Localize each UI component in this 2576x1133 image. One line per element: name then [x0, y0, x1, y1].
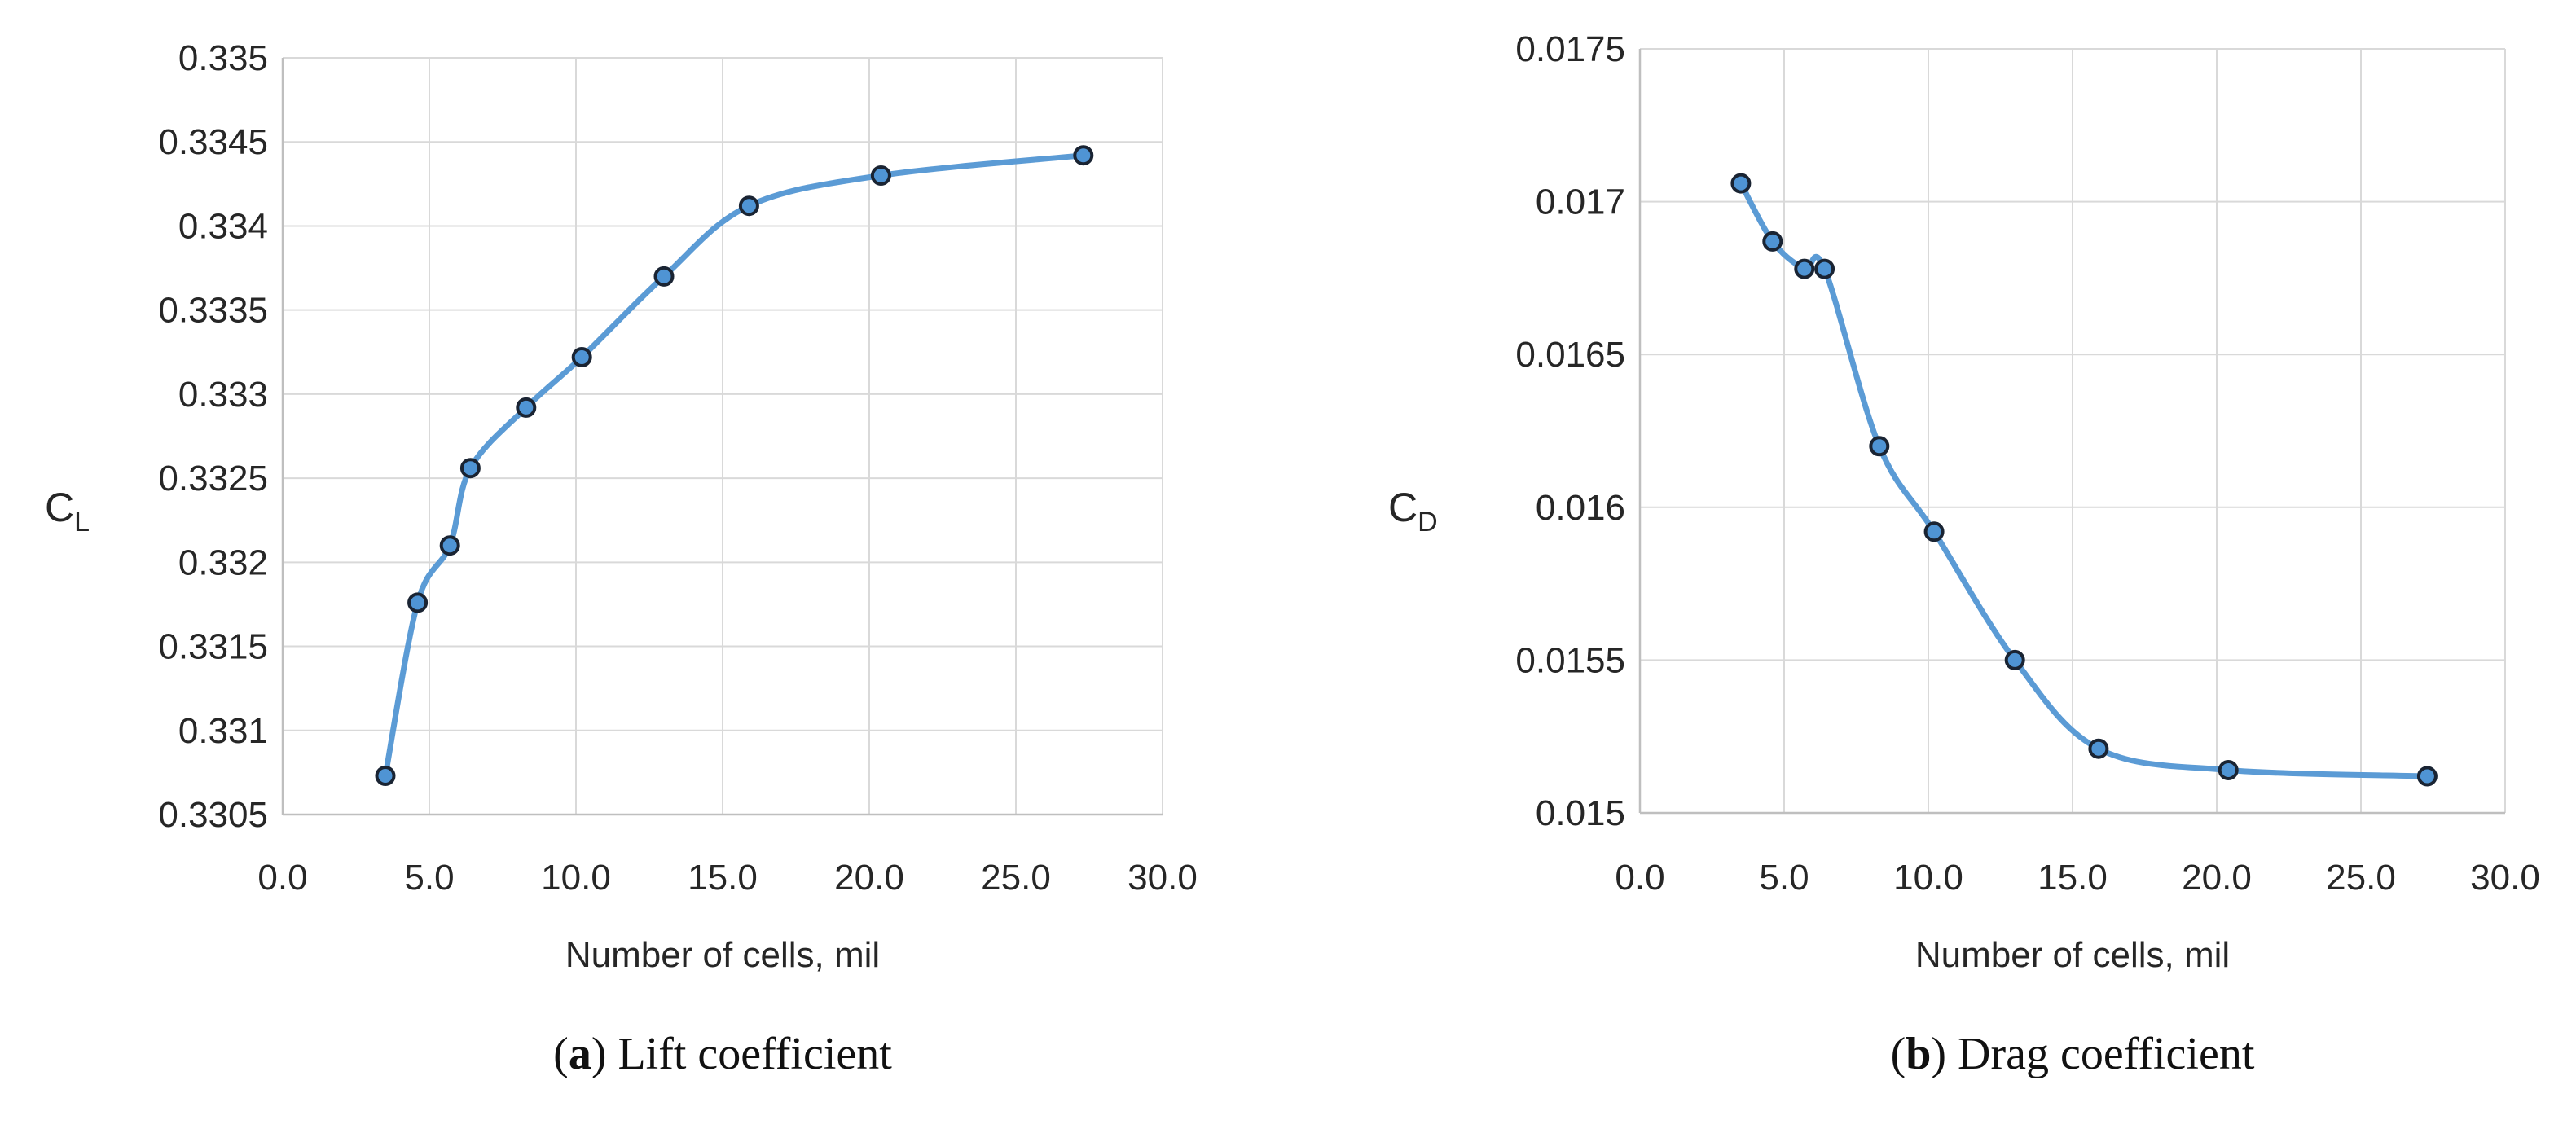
caption-letter: a — [568, 1029, 591, 1079]
data-point-marker — [2416, 766, 2438, 787]
y-tick-label: 0.017 — [1536, 182, 1625, 222]
lift-coefficient-chart: 0.0 5.0 10.0 15.0 20.0 25.0 30.0 0.335 0.3345 0.3… — [45, 38, 1198, 975]
x-tick-label: 0.0 — [257, 858, 307, 898]
y-tick-label: 0.3325 — [158, 459, 268, 498]
x-tick-label: 10.0 — [1893, 858, 1963, 898]
drag-coefficient-chart: 0.0 5.0 10.0 15.0 20.0 25.0 30.0 0.0175 0.017 0.0… — [1388, 29, 2540, 975]
x-tick-label: 0.0 — [1615, 858, 1664, 898]
data-point-marker — [571, 347, 592, 367]
y-tick-label: 0.0165 — [1515, 335, 1625, 375]
x-tick-label: 25.0 — [2326, 858, 2396, 898]
x-tick-label: 15.0 — [2038, 858, 2108, 898]
data-point-marker — [407, 592, 429, 613]
y-tick-label: 0.334 — [178, 206, 268, 246]
y-tick-label: 0.3305 — [158, 795, 268, 835]
data-point-marker — [1073, 145, 1094, 166]
y-tick-label: 0.331 — [178, 711, 268, 751]
x-axis-title: Number of cells, mil — [1915, 935, 2230, 975]
x-tick-label: 20.0 — [834, 858, 904, 898]
caption-open-paren: ( — [1890, 1029, 1906, 1079]
data-point-marker — [439, 535, 460, 556]
data-point-marker — [2004, 649, 2025, 670]
data-point-marker — [870, 165, 891, 186]
y-tick-label: 0.3345 — [158, 122, 268, 162]
data-point-marker — [1730, 173, 1752, 194]
series-line — [1738, 180, 2430, 779]
data-point-marker — [375, 766, 396, 786]
data-point-marker — [459, 458, 481, 479]
data-point-marker — [738, 195, 759, 217]
x-axis-title: Number of cells, mil — [565, 935, 880, 975]
y-tick-label: 0.0175 — [1515, 29, 1625, 69]
data-point-marker — [516, 397, 537, 418]
y-tick-label: 0.016 — [1536, 488, 1625, 528]
y-axis-title: CL — [45, 485, 90, 538]
data-point-marker — [1794, 258, 1815, 279]
caption-drag-coefficient: (b) Drag coefficient — [1640, 1028, 2505, 1093]
data-point-marker — [1762, 231, 1783, 252]
data-point-marker — [653, 266, 675, 287]
y-tick-label: 0.015 — [1536, 793, 1625, 833]
y-tick-label: 0.333 — [178, 375, 268, 415]
y-tick-label: 0.3335 — [158, 291, 268, 331]
x-tick-label: 30.0 — [2470, 858, 2540, 898]
x-tick-label: 10.0 — [541, 858, 611, 898]
x-tick-label: 5.0 — [404, 858, 454, 898]
x-tick-label: 20.0 — [2182, 858, 2252, 898]
x-tick-label: 5.0 — [1759, 858, 1809, 898]
data-point-marker — [1869, 436, 1890, 457]
data-point-marker — [1923, 521, 1945, 542]
data-point-marker — [2088, 738, 2109, 759]
caption-text: ) Drag coefficient — [1931, 1029, 2255, 1079]
x-tick-label: 25.0 — [981, 858, 1051, 898]
caption-letter: b — [1906, 1029, 1932, 1079]
x-tick-label: 15.0 — [688, 858, 758, 898]
y-tick-label: 0.0155 — [1515, 640, 1625, 680]
caption-lift-coefficient: (a) Lift coefficient — [283, 1028, 1163, 1093]
series-line — [382, 152, 1087, 779]
data-point-marker — [1814, 258, 1835, 279]
y-tick-label: 0.332 — [178, 542, 268, 582]
y-tick-label: 0.335 — [178, 38, 268, 78]
y-axis-title: CD — [1388, 485, 1438, 538]
x-tick-label: 30.0 — [1128, 858, 1198, 898]
caption-text: ) Lift coefficient — [591, 1029, 892, 1079]
data-point-marker — [2218, 760, 2239, 780]
y-tick-label: 0.3315 — [158, 627, 268, 667]
caption-open-paren: ( — [553, 1029, 569, 1079]
